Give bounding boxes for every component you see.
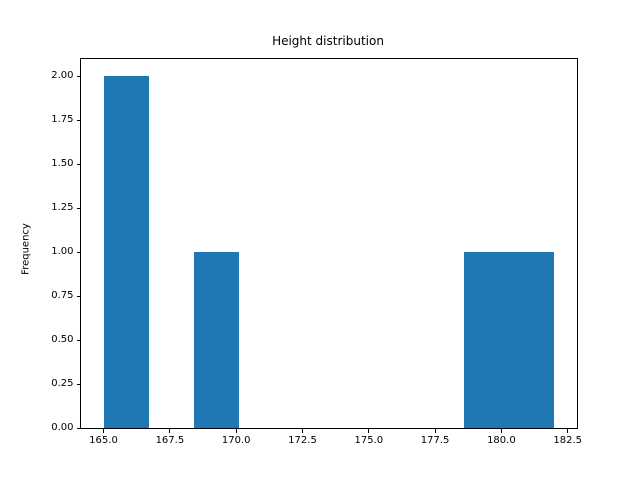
y-tick-mark [76,427,80,429]
y-tick-label: 0.50 [51,334,74,346]
x-tick-mark [235,429,237,433]
x-tick-mark [103,429,104,433]
y-tick-label: 0.00 [51,422,74,434]
histogram-bar [464,252,510,429]
x-tick-label: 167.5 [155,434,185,446]
x-tick-label: 170.0 [221,434,251,446]
x-tick-mark [500,429,502,433]
y-tick-label: 0.25 [51,378,74,390]
x-tick-label: 172.5 [288,434,317,446]
y-tick-mark [76,75,80,77]
x-tick-mark [567,429,569,433]
y-tick-mark [76,339,80,341]
histogram-bar [509,252,555,429]
x-tick-mark [302,429,303,433]
y-tick-mark [76,295,80,297]
histogram-bar [103,76,149,429]
y-tick-mark [76,119,80,121]
y-tick-label: 1.75 [51,114,74,126]
y-tick-mark [76,163,80,165]
plot-area: 165.0 167.5 170.0 172.5 175.0 177.5 180.0 182.5… [51,57,582,446]
y-tick-mark [76,207,80,209]
y-tick-label: 1.00 [51,246,74,258]
y-tick-label: 2.00 [51,70,74,82]
x-tick-label: 177.5 [420,434,450,446]
x-tick-mark [434,429,436,433]
x-tick-mark [169,429,171,433]
x-tick-label: 180.0 [487,434,516,446]
y-tick-mark [76,383,80,385]
y-tick-label: 1.50 [51,158,74,170]
chart-title: Height distribution [272,34,384,48]
histogram-bar [193,252,239,429]
x-tick-label: 182.5 [553,434,582,446]
x-tick-mark [368,429,370,433]
x-tick-label: 165.0 [89,434,118,446]
y-tick-label: 0.75 [51,290,74,302]
x-tick-label: 175.0 [354,434,384,446]
y-tick-label: 1.25 [51,202,74,214]
y-tick-mark [76,251,80,253]
